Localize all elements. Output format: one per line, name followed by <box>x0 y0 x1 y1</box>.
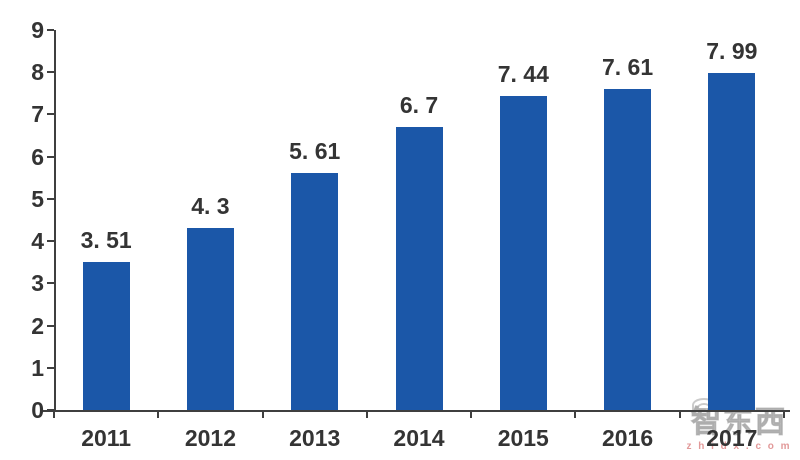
x-axis-tick <box>574 410 577 418</box>
y-axis-tick <box>47 282 54 285</box>
x-axis-tick <box>365 410 368 418</box>
bar-value-label: 7. 99 <box>706 37 758 64</box>
y-axis-tick-label: 0 <box>31 397 44 423</box>
y-axis-tick <box>47 29 54 31</box>
y-axis-line <box>54 30 56 410</box>
y-axis-tick-label: 4 <box>31 228 44 255</box>
bar-value-label: 3. 51 <box>80 226 132 253</box>
bar <box>395 127 443 410</box>
bar <box>499 95 547 410</box>
x-axis-tick <box>678 410 681 418</box>
y-axis-tick <box>47 366 54 369</box>
x-axis-tick <box>783 410 785 418</box>
x-axis-category-label: 2012 <box>184 425 236 451</box>
bar-value-label: 4. 3 <box>191 193 230 220</box>
y-axis-tick-label: 3 <box>31 270 44 297</box>
bar-value-label: 5. 61 <box>289 138 341 165</box>
bar <box>186 228 234 410</box>
x-axis-category-label: 2015 <box>497 425 549 451</box>
bar <box>291 173 339 410</box>
y-axis-tick-label: 1 <box>31 354 44 381</box>
x-axis-tick <box>53 410 55 418</box>
bar-value-label: 7. 61 <box>601 53 654 80</box>
y-axis-tick <box>47 409 54 411</box>
bar <box>708 72 756 410</box>
y-axis-tick <box>47 155 54 158</box>
y-axis-tick-label: 2 <box>31 312 44 339</box>
y-axis-tick <box>47 197 54 200</box>
x-axis-category-label: 2013 <box>289 425 341 451</box>
x-axis-tick <box>261 410 264 418</box>
x-axis-category-label: 2014 <box>393 425 445 451</box>
y-axis-tick-label: 5 <box>31 185 44 212</box>
x-axis-category-label: 2017 <box>706 425 758 451</box>
y-axis-tick-label: 9 <box>31 17 44 43</box>
y-axis-tick <box>47 113 54 116</box>
y-axis-tick <box>47 324 54 327</box>
bar <box>604 88 652 410</box>
x-axis-category-label: 2011 <box>81 425 132 451</box>
x-axis-tick <box>470 410 473 418</box>
x-axis-tick <box>157 410 160 418</box>
y-axis-tick-label: 8 <box>31 59 44 86</box>
bar-value-label: 7. 44 <box>497 60 549 87</box>
y-axis-tick-label: 6 <box>31 143 44 170</box>
y-axis-tick-label: 7 <box>31 101 44 128</box>
y-axis-tick <box>47 240 54 243</box>
x-axis-category-label: 2016 <box>601 425 654 451</box>
bar <box>82 261 130 410</box>
bar-value-label: 6. 7 <box>399 92 439 119</box>
x-axis-line <box>40 410 790 412</box>
y-axis-tick <box>47 71 54 74</box>
